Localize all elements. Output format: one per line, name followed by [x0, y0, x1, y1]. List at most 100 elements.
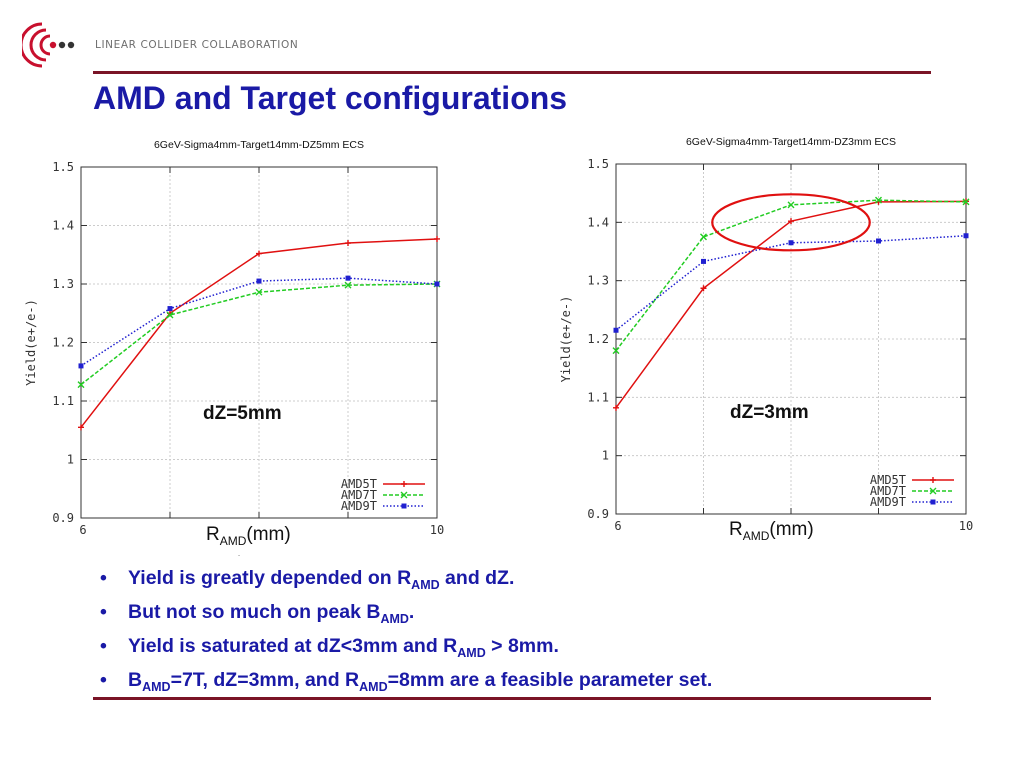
y-tick-label: 1.5 [587, 157, 609, 171]
y-tick-label: 1.3 [587, 274, 609, 288]
point [78, 363, 84, 369]
y-tick-label: 1 [67, 453, 74, 467]
bullet-text: Yield is greatly depended on R [128, 567, 412, 589]
series-line [80, 277, 438, 367]
chart-title: 6GeV-Sigma4mm-Target14mm-DZ5mm ECS [154, 139, 364, 151]
bullet-text: B [128, 669, 143, 691]
chart-dz5mm-annotation: dZ=5mm [203, 403, 282, 424]
lcc-logo [22, 22, 75, 68]
point [700, 233, 707, 241]
series-amd9t [78, 275, 440, 369]
point [345, 275, 351, 281]
plot-frame [80, 166, 438, 519]
series-amd9t [613, 233, 969, 333]
y-tick-label: 1.3 [52, 277, 74, 291]
bullet-subscript: AMD [457, 645, 486, 660]
bullet-subscript: AMD [359, 679, 388, 694]
bullet-item: Yield is saturated at dZ<3mm and RAMD > … [100, 631, 712, 665]
point [701, 258, 706, 264]
chart-dz3mm: 6GeV-Sigma4mm-Target14mm-DZ3mm ECS 0.9 1 1.… [556, 132, 1004, 552]
point [613, 404, 619, 411]
point [401, 503, 407, 509]
y-tick-label: 1.1 [587, 390, 609, 404]
y-tick-label: 1.5 [52, 160, 74, 174]
y-tick-label: 1.2 [52, 336, 74, 350]
highlight-ellipse [711, 193, 871, 252]
point [876, 238, 881, 244]
grid [616, 164, 966, 514]
bullet-text: =8mm are a feasible parameter set. [387, 669, 713, 691]
legend-label: AMD5T [341, 477, 377, 491]
point [962, 198, 970, 206]
point [400, 491, 408, 499]
series-amd7t [612, 196, 970, 355]
y-tick-label: 0.9 [587, 507, 609, 521]
point [787, 201, 795, 209]
point [256, 250, 262, 257]
x-tick-label: 10 [430, 523, 444, 537]
y-axis-label: Yield(e+/e-) [24, 299, 38, 386]
series-amd5t [613, 198, 969, 411]
x-tick-label: 6 [614, 519, 621, 533]
y-tick-label: 0.9 [52, 511, 74, 525]
chart-dz3mm-plot: 6GeV-Sigma4mm-Target14mm-DZ3mm ECS 0.9 1 1.… [559, 136, 973, 552]
point [930, 477, 936, 483]
grid [81, 167, 437, 518]
plot-frame [615, 163, 967, 515]
bullet-subscript: AMD [411, 577, 440, 592]
y-tick-label: 1.4 [587, 215, 609, 229]
bullet-subscript: AMD [142, 679, 171, 694]
legend-label: AMD5T [870, 473, 906, 487]
y-tick-label: 1.2 [587, 332, 609, 346]
y-tick-label: 1.1 [52, 394, 74, 408]
y-tick-label: 1 [602, 449, 609, 463]
chart-dz3mm-annotation: dZ=3mm [730, 402, 809, 423]
point [256, 278, 262, 284]
slide-title: AMD and Target configurations [93, 80, 568, 116]
bullet-subscript: AMD [380, 611, 409, 626]
bullet-text: > 8mm. [485, 635, 559, 657]
point [788, 240, 794, 246]
point [700, 285, 707, 292]
point [167, 306, 173, 312]
bullet-text: But not so much on peak B [128, 601, 381, 623]
point [930, 499, 936, 505]
point [255, 288, 263, 296]
chart-dz3mm-axis-caption: RAMD(mm) [729, 519, 814, 543]
point [613, 327, 619, 333]
caption-cover [676, 518, 876, 552]
point [344, 281, 352, 289]
bullet-text: =7T, dZ=3mm, and R [170, 669, 360, 691]
point [166, 311, 174, 319]
chart-dz5mm-axis-caption: RAMD(mm) [206, 524, 291, 548]
y-axis-label: Yield(e+/e-) [559, 296, 573, 383]
legend-label: AMD9T [341, 499, 377, 513]
point [77, 381, 85, 389]
bullet-item: Yield is greatly depended on RAMD and dZ… [100, 563, 712, 597]
point [875, 196, 882, 204]
x-tick-label: 6 [79, 523, 86, 537]
chart-title: 6GeV-Sigma4mm-Target14mm-DZ3mm ECS [686, 136, 896, 148]
point [929, 487, 937, 495]
point [401, 481, 407, 487]
header-rule [93, 71, 931, 74]
point [434, 281, 440, 287]
bullet-item: BAMD=7T, dZ=3mm, and RAMD=8mm are a feas… [100, 665, 712, 699]
chart-dz5mm-plot: 6GeV-Sigma4mm-Target14mm-DZ5mm ECS 0.9 1 1.… [24, 139, 444, 556]
point [345, 240, 351, 247]
legend-label: AMD9T [870, 495, 906, 509]
point [78, 424, 84, 431]
caption-cover [179, 523, 339, 555]
chart-dz5mm: 6GeV-Sigma4mm-Target14mm-DZ5mm ECS 0.9 1 1.… [24, 135, 472, 556]
legend-label: AMD7T [341, 488, 377, 502]
point [788, 218, 794, 225]
y-tick-label: 1.4 [52, 219, 74, 233]
bullet-text: . [408, 601, 415, 623]
legend-label: AMD7T [870, 484, 906, 498]
point [612, 347, 620, 355]
x-tick-label: 10 [959, 519, 973, 533]
point [434, 235, 440, 242]
point [963, 233, 969, 239]
